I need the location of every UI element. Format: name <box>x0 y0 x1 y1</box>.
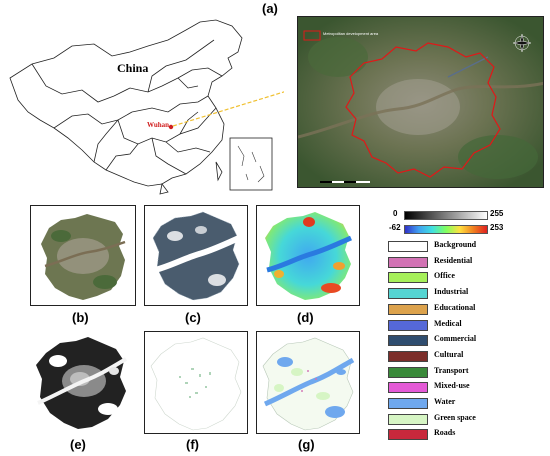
legend-swatch <box>388 350 428 362</box>
color-colorbar-min: -62 <box>389 223 401 232</box>
panel-d-image <box>256 205 360 306</box>
legend-item: Medical <box>388 318 538 332</box>
panel-g-image <box>256 331 360 434</box>
china-map <box>9 19 284 195</box>
gray-colorbar <box>404 211 488 220</box>
legend-item: Commercial <box>388 334 538 347</box>
legend-item: Residential <box>388 255 538 269</box>
legend-item: Transport <box>388 365 538 379</box>
legend-label: Industrial <box>434 287 469 297</box>
panel-f-image <box>144 331 248 434</box>
panel-label-d: (d) <box>297 310 314 325</box>
legend-label: Roads <box>434 428 456 438</box>
legend-item: Roads <box>388 428 538 441</box>
panel-e-image <box>30 331 136 434</box>
legend-swatch <box>388 272 428 284</box>
legend-swatch <box>388 241 428 252</box>
legend-label: Commercial <box>434 334 477 344</box>
country-label: China <box>117 61 149 75</box>
gray-colorbar-min: 0 <box>393 209 398 218</box>
legend-swatch <box>388 413 428 425</box>
legend-label: Cultural <box>434 349 464 359</box>
panel-c-image <box>144 205 248 306</box>
panel-label-g: (g) <box>298 437 315 452</box>
legend-swatch <box>388 382 428 394</box>
panel-label-a: (a) <box>262 1 278 16</box>
legend-swatch <box>388 288 428 300</box>
legend-item: Water <box>388 397 538 410</box>
satellite-image: Metropolitan development area <box>297 16 544 188</box>
panel-label-e: (e) <box>70 437 86 452</box>
legend-label: Residential <box>434 255 473 265</box>
legend-swatch <box>388 429 428 441</box>
legend-label: Green space <box>434 412 476 422</box>
legend-label: Water <box>434 397 456 406</box>
legend-item: Industrial <box>388 287 538 300</box>
legend-swatch <box>388 319 428 331</box>
legend-item: Mixed-use <box>388 381 538 394</box>
legend-swatch <box>388 366 428 378</box>
panel-label-b: (b) <box>72 310 89 325</box>
gray-colorbar-max: 255 <box>490 209 504 218</box>
legend-label: Mixed-use <box>434 381 470 391</box>
inset-legend-label: Metropolitan development area <box>323 31 379 36</box>
legend-label: Background <box>434 240 477 249</box>
legend-label: Educational <box>434 302 476 312</box>
legend-swatch <box>388 335 428 347</box>
panel-label-f: (f) <box>186 437 199 452</box>
city-label: Wuhan <box>147 121 170 129</box>
legend-label: Medical <box>434 318 462 328</box>
legend-label: Transport <box>434 365 469 375</box>
legend-swatch <box>388 256 428 268</box>
legend-item: Office <box>388 271 538 284</box>
legend-item: Cultural <box>388 349 538 363</box>
color-colorbar-max: 253 <box>490 223 504 232</box>
panel-label-c: (c) <box>185 310 201 325</box>
color-colorbar <box>404 225 488 234</box>
legend-item: Green space <box>388 412 538 426</box>
legend-swatch <box>388 398 428 409</box>
legend-item: Educational <box>388 302 538 316</box>
panel-b-image <box>30 205 136 306</box>
legend-label: Office <box>434 271 455 281</box>
legend-swatch <box>388 303 428 315</box>
legend-item: Background <box>388 240 538 253</box>
